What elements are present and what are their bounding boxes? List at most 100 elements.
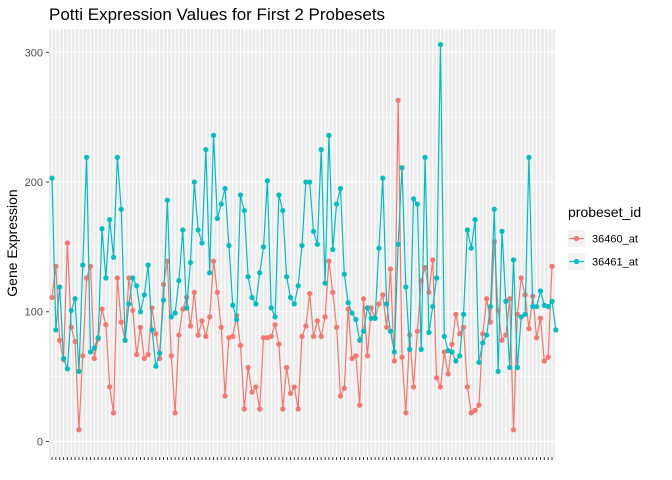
data-point (349, 310, 355, 316)
data-point (164, 197, 170, 203)
data-point (218, 201, 224, 207)
data-point (291, 301, 297, 307)
data-point (207, 270, 213, 276)
data-point (195, 332, 201, 338)
data-point (530, 303, 536, 310)
data-point (403, 284, 409, 290)
data-point (518, 275, 524, 281)
data-point (526, 326, 532, 332)
series-36461_at (49, 41, 559, 374)
data-point (487, 303, 494, 310)
data-point (376, 301, 382, 307)
y-tick-label: 100 (25, 307, 43, 319)
legend-label: 36461_at (592, 257, 638, 269)
axes: 0 100 200 300 (25, 47, 553, 460)
data-point (72, 338, 78, 345)
data-point (237, 192, 244, 198)
data-point (91, 345, 97, 351)
data-point (303, 323, 309, 329)
data-point (57, 284, 63, 290)
data-point (357, 337, 363, 343)
data-point (326, 132, 332, 138)
y-tick-label: 200 (25, 177, 43, 189)
data-point (76, 427, 82, 433)
data-point (526, 154, 532, 160)
data-point (287, 294, 294, 301)
data-point (368, 315, 374, 321)
data-point (484, 332, 490, 338)
data-point (145, 262, 151, 268)
data-point (114, 275, 120, 281)
data-point (253, 384, 259, 390)
data-point (76, 368, 82, 374)
data-point (64, 366, 70, 372)
data-point (464, 227, 470, 233)
data-point (384, 324, 390, 330)
data-point (522, 311, 528, 317)
data-point (380, 175, 386, 181)
data-point (457, 353, 463, 359)
data-point (237, 342, 244, 349)
data-point (507, 296, 513, 302)
data-point (518, 314, 524, 320)
legend-entry: 36461_at (568, 253, 638, 270)
data-point (468, 410, 474, 416)
data-point (322, 314, 328, 320)
data-point (330, 289, 336, 295)
data-point (460, 311, 467, 317)
data-point (130, 275, 136, 281)
y-axis-title: Gene Expression (4, 189, 20, 296)
data-point (499, 228, 505, 234)
data-point (284, 364, 290, 371)
data-point (191, 179, 197, 185)
data-point (449, 349, 455, 355)
data-point (476, 359, 482, 365)
data-point (364, 305, 370, 311)
data-point (545, 303, 551, 310)
data-point (214, 215, 220, 221)
data-point (107, 217, 113, 223)
data-point (472, 217, 478, 223)
data-point (114, 154, 120, 160)
data-point (134, 283, 140, 289)
data-point (326, 258, 332, 264)
data-point (264, 178, 270, 184)
data-point (341, 271, 347, 277)
data-point (87, 349, 94, 355)
data-point (284, 274, 290, 280)
data-point (491, 206, 497, 212)
data-point (60, 355, 67, 362)
data-point (407, 346, 413, 352)
data-point (49, 175, 55, 181)
data-point (303, 179, 309, 185)
data-point (399, 354, 405, 360)
data-point (514, 364, 520, 371)
data-point (226, 242, 232, 249)
data-point (387, 328, 394, 334)
data-point (260, 335, 267, 341)
data-point (310, 333, 317, 339)
data-point (426, 289, 432, 295)
data-point (241, 207, 247, 214)
data-point (95, 335, 101, 341)
data-point (503, 298, 509, 304)
data-point (349, 355, 355, 362)
data-point (176, 332, 182, 338)
data-point (99, 226, 105, 232)
data-point (387, 266, 394, 272)
data-point (399, 165, 405, 171)
data-point (545, 354, 551, 360)
data-point (314, 318, 320, 324)
data-point (353, 353, 359, 359)
data-point (476, 402, 482, 408)
data-point (330, 246, 336, 253)
data-point (534, 335, 540, 341)
data-point (72, 296, 78, 302)
data-point (337, 185, 344, 192)
data-point (368, 305, 374, 311)
data-point (322, 280, 328, 286)
data-point (68, 307, 74, 314)
data-point (437, 384, 444, 390)
data-point (272, 322, 278, 328)
